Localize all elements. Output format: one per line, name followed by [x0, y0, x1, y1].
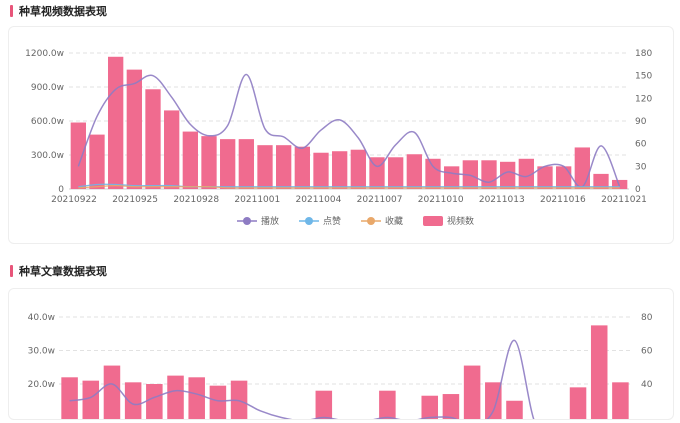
- bar: [124, 382, 142, 423]
- right-axis-tick-label: 120: [635, 94, 652, 104]
- bar: [612, 179, 628, 189]
- legend-label: 播放: [261, 215, 279, 227]
- bar: [167, 375, 184, 423]
- bar: [108, 56, 124, 190]
- section-title-video: 种草视频数据表现: [10, 3, 107, 19]
- left-axis-tick-label: 20.0w: [28, 380, 55, 390]
- bar: [612, 382, 629, 423]
- left-axis-tick-label: 40.0w: [28, 313, 55, 323]
- bar: [388, 157, 404, 189]
- bar: [481, 160, 497, 189]
- bar: [332, 151, 348, 189]
- bar: [518, 158, 534, 189]
- right-axis-tick-label: 90: [635, 117, 647, 127]
- legend-swatch: [423, 216, 443, 226]
- right-axis-tick-label: 60: [635, 140, 647, 150]
- bar: [188, 377, 205, 423]
- left-axis-tick-label: 300.0w: [31, 151, 64, 161]
- bar: [444, 166, 460, 189]
- bar: [257, 145, 273, 189]
- section-title-article: 种草文章数据表现: [10, 263, 107, 279]
- legend-label: 视频数: [447, 215, 474, 227]
- section-title-text: 种草视频数据表现: [19, 5, 107, 18]
- bar: [294, 146, 310, 189]
- legend-label: 点赞: [323, 215, 341, 227]
- bar: [442, 394, 460, 423]
- x-axis-tick-label: 20211010: [418, 195, 464, 205]
- bar: [537, 166, 553, 189]
- bar: [590, 325, 608, 423]
- x-axis-tick-label: 20211016: [540, 195, 586, 205]
- bar: [425, 158, 441, 189]
- video-chart: 0 300.0w 600.0w 900.0w 1200.0w 0 30 60 90 120 150 1…: [25, 49, 652, 227]
- bar: [313, 152, 329, 189]
- left-axis-tick-label: 30.0w: [28, 347, 55, 357]
- bar: [421, 395, 439, 423]
- series-line: [77, 73, 621, 188]
- bar: [574, 147, 590, 189]
- right-axis-tick-label: 80: [641, 313, 653, 323]
- bar: [209, 385, 227, 423]
- x-axis-tick-label: 20210925: [112, 195, 158, 205]
- bar: [164, 110, 180, 189]
- article-chart-card: 20.0w 30.0w 40.0w 40 60 80: [8, 288, 674, 423]
- x-axis-tick-label: 20211004: [296, 195, 342, 205]
- bar: [463, 365, 481, 423]
- series-line: [78, 184, 620, 189]
- legend-label: 收藏: [385, 215, 403, 227]
- bar: [201, 136, 217, 189]
- left-axis-tick-label: 900.0w: [31, 83, 64, 93]
- bar: [500, 161, 516, 189]
- x-axis-tick-label: 20210922: [51, 195, 97, 205]
- bar: [70, 122, 86, 189]
- bar: [126, 69, 142, 189]
- bar: [506, 400, 523, 423]
- series-line: [78, 183, 620, 188]
- section-title-text: 种草文章数据表现: [19, 265, 107, 278]
- left-axis-tick-label: 600.0w: [31, 117, 64, 127]
- x-axis-tick-label: 20211007: [357, 195, 403, 205]
- bar: [61, 377, 78, 423]
- right-axis-tick-label: 60: [641, 347, 653, 357]
- x-axis-tick-label: 20211021: [601, 195, 647, 205]
- bar: [593, 173, 609, 189]
- video-chart-card: 0 300.0w 600.0w 900.0w 1200.0w 0 30 60 90 120 150 1…: [8, 26, 674, 244]
- section-accent-bar: [10, 5, 13, 17]
- right-axis-tick-label: 30: [635, 162, 647, 172]
- bar: [569, 387, 587, 423]
- right-axis-tick-label: 180: [635, 49, 652, 59]
- bar: [146, 384, 163, 423]
- left-axis-tick-label: 0: [58, 185, 64, 195]
- right-axis-tick-label: 40: [641, 380, 653, 390]
- legend-swatch-dot: [305, 217, 313, 225]
- left-axis-tick-label: 1200.0w: [25, 49, 64, 59]
- bar: [315, 390, 333, 423]
- bar: [406, 154, 422, 189]
- x-axis-tick-label: 20210928: [173, 195, 219, 205]
- bar: [220, 139, 236, 189]
- right-axis-tick-label: 0: [635, 185, 641, 195]
- legend-swatch-dot: [367, 217, 375, 225]
- bar: [556, 166, 572, 189]
- bar: [350, 149, 366, 189]
- right-axis-tick-label: 150: [635, 72, 652, 82]
- bar: [276, 145, 292, 189]
- legend-swatch-dot: [243, 217, 251, 225]
- bar: [238, 139, 254, 189]
- x-axis-tick-label: 20211001: [234, 195, 280, 205]
- bar: [485, 382, 502, 423]
- x-axis-tick-label: 20211013: [479, 195, 525, 205]
- bar: [103, 365, 121, 423]
- bar: [182, 131, 198, 189]
- section-accent-bar: [10, 265, 13, 277]
- bar: [379, 390, 396, 423]
- bar: [145, 89, 161, 189]
- bar: [89, 134, 105, 189]
